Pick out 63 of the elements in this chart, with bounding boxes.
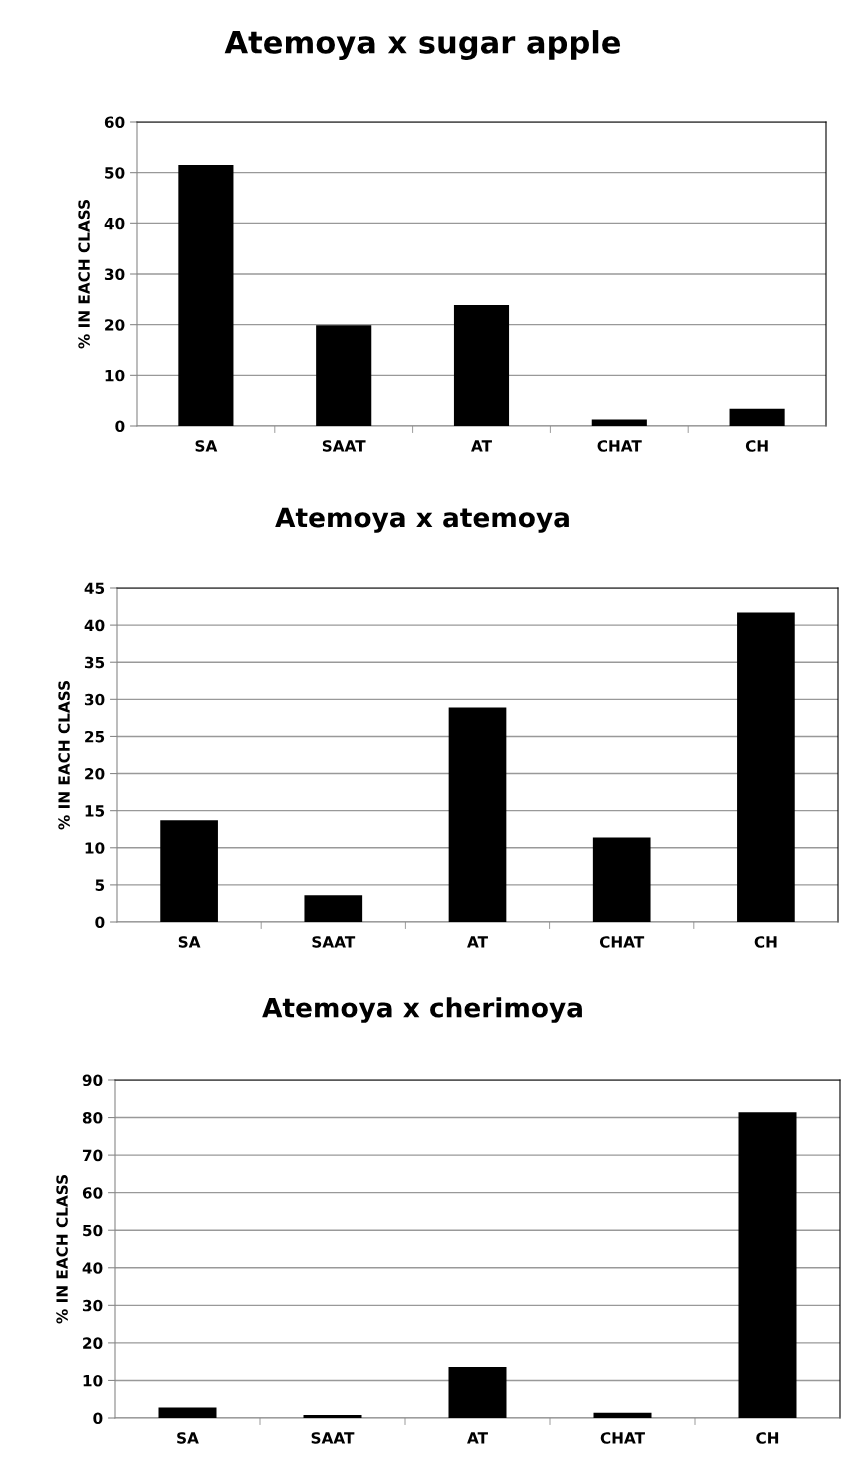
- x-tick-label: SA: [178, 936, 201, 948]
- x-tick-label: AT: [467, 1432, 488, 1444]
- y-tick-label: 50: [105, 167, 125, 179]
- bar: [591, 419, 647, 426]
- chart-title: Atemoya x atemoya: [275, 507, 569, 533]
- y-tick-label: 30: [104, 268, 125, 281]
- x-tick-label: SA: [195, 440, 218, 452]
- bar: [158, 1407, 217, 1418]
- x-tick-label: CH: [745, 440, 768, 452]
- x-tick-label: SA: [177, 1432, 199, 1444]
- bar: [453, 304, 510, 426]
- x-tick-label: SAAT: [322, 440, 366, 452]
- y-tick-label: 10: [83, 1374, 103, 1387]
- bar: [737, 612, 795, 922]
- y-tick-label: 60: [82, 1187, 103, 1199]
- y-tick-label: 70: [82, 1149, 103, 1162]
- x-tick-label: CH: [756, 1432, 779, 1444]
- y-tick-label: 0: [95, 916, 105, 929]
- y-tick-label: 0: [93, 1412, 103, 1425]
- y-tick-label: 35: [84, 656, 105, 669]
- y-tick-label: 20: [85, 768, 105, 780]
- y-tick-label: 10: [85, 842, 105, 854]
- x-tick-label: AT: [467, 936, 488, 948]
- y-tick-label: 30: [84, 693, 105, 706]
- bar: [448, 1366, 507, 1418]
- y-tick-label: 90: [82, 1074, 103, 1087]
- bar: [316, 325, 372, 426]
- x-tick-label: CHAT: [597, 440, 642, 452]
- y-tick-label: 40: [84, 619, 105, 632]
- y-tick-label: 45: [84, 582, 105, 595]
- bar: [303, 1415, 362, 1418]
- y-tick-label: 80: [82, 1112, 103, 1124]
- bar: [729, 408, 785, 426]
- x-tick-label: SAAT: [312, 936, 356, 948]
- y-tick-label: 10: [105, 369, 125, 382]
- y-tick-label: 30: [82, 1299, 103, 1312]
- y-tick-label: 20: [83, 1337, 103, 1349]
- x-tick-label: CHAT: [600, 1432, 645, 1444]
- y-tick-label: 25: [85, 730, 105, 743]
- y-tick-label: 5: [95, 879, 105, 891]
- y-tick-label: 15: [85, 805, 105, 817]
- y-tick-label: 60: [104, 116, 125, 129]
- bar: [738, 1112, 797, 1418]
- bar: [160, 820, 218, 922]
- bar: [304, 895, 363, 922]
- y-tick-label: 40: [104, 217, 125, 230]
- bar: [448, 707, 507, 922]
- bar: [592, 837, 651, 922]
- chart-title: Atemoya x cherimoya: [262, 997, 582, 1023]
- chart-title: Atemoya x sugar apple: [224, 30, 621, 60]
- bar: [178, 165, 234, 426]
- y-tick-label: 20: [105, 319, 125, 331]
- bar: [593, 1412, 652, 1418]
- y-tick-label: 40: [82, 1262, 103, 1274]
- y-tick-label: 50: [83, 1224, 103, 1237]
- y-axis-title: % IN EACH CLASS: [56, 1175, 68, 1324]
- y-axis-title: % IN EACH CLASS: [78, 200, 90, 349]
- y-axis-title: % IN EACH CLASS: [58, 681, 70, 830]
- y-tick-label: 0: [115, 420, 125, 433]
- x-tick-label: CH: [754, 936, 777, 948]
- x-tick-label: CHAT: [599, 936, 645, 948]
- x-tick-label: AT: [471, 440, 492, 452]
- x-tick-label: SAAT: [311, 1432, 355, 1444]
